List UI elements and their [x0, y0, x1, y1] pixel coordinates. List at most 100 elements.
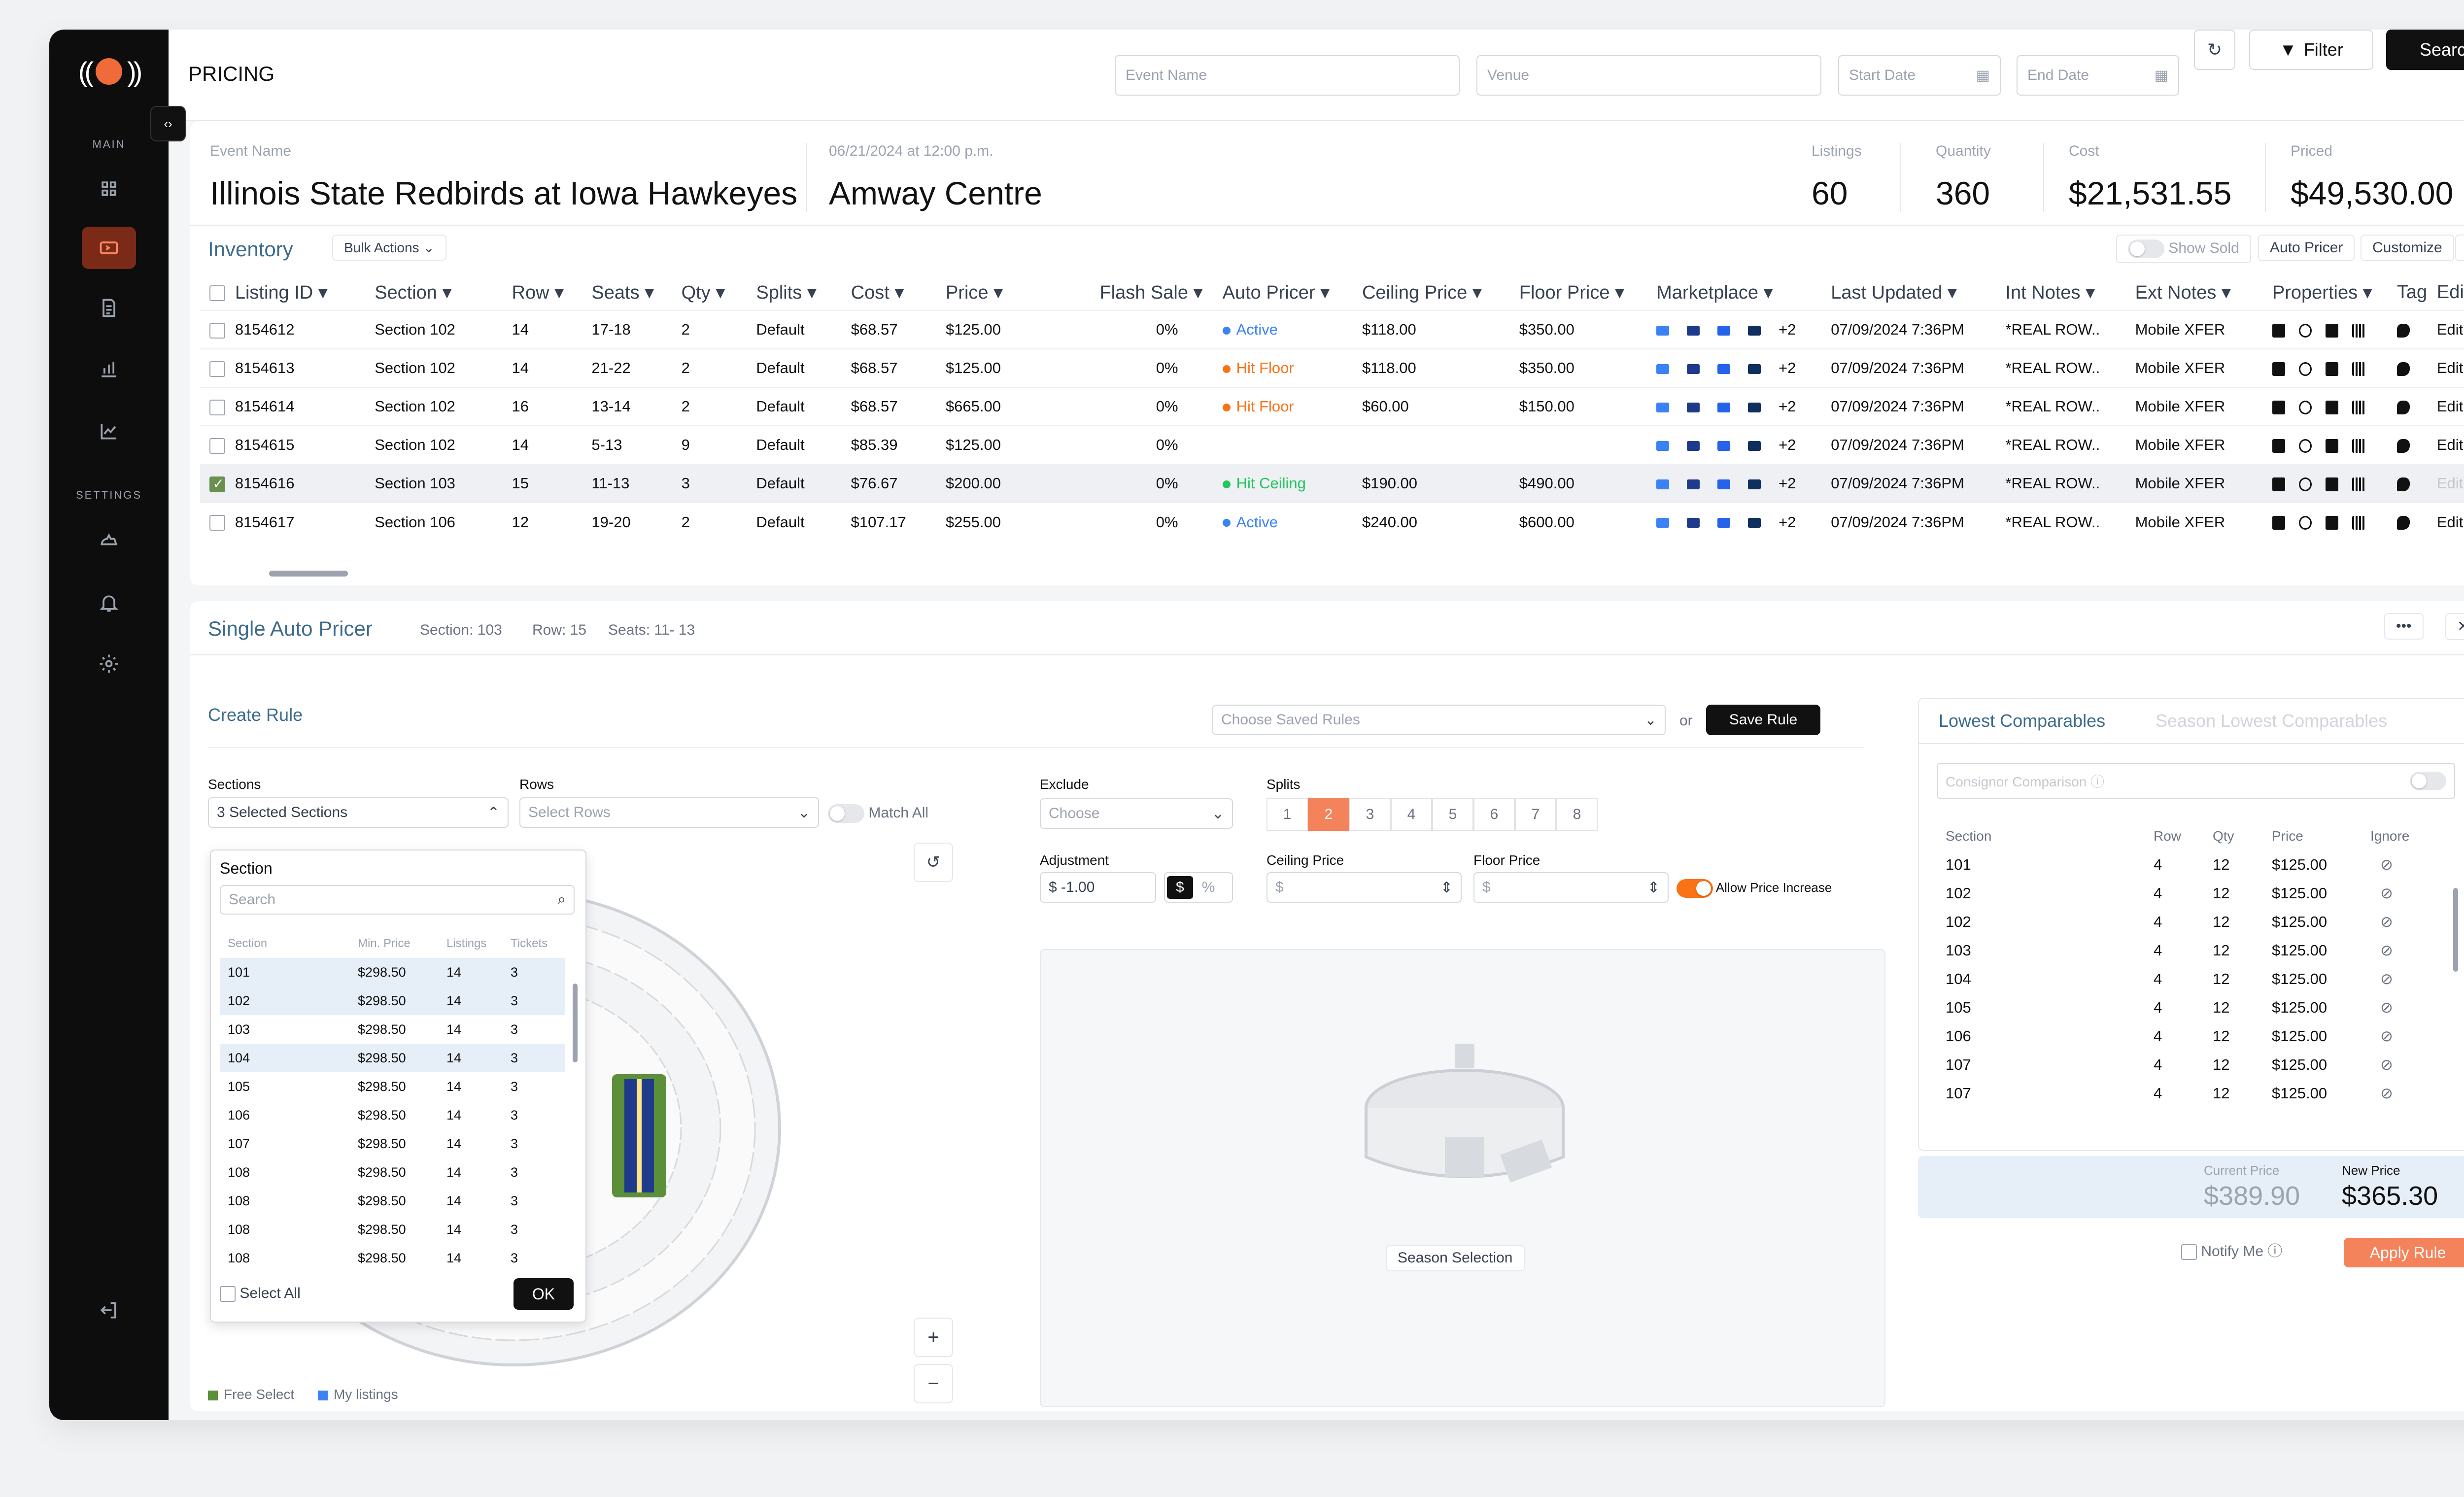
- list-item[interactable]: 108 $298.50 14 3: [220, 1244, 565, 1272]
- split-option-6[interactable]: 6: [1473, 798, 1515, 831]
- col-header[interactable]: Ext Notes ▾: [2135, 282, 2231, 303]
- select-all-option[interactable]: Select All: [220, 1285, 301, 1302]
- list-item[interactable]: 101 $298.50 14 3: [220, 958, 565, 987]
- bell-icon[interactable]: [82, 581, 136, 624]
- season-selection-button[interactable]: Season Selection: [1386, 1245, 1525, 1271]
- auto-pricer-button[interactable]: Auto Pricer: [2258, 235, 2355, 261]
- col-header[interactable]: Ceiling Price ▾: [1362, 282, 1482, 303]
- ignore-icon[interactable]: ⊘: [2380, 970, 2393, 987]
- col-header[interactable]: Marketplace ▾: [1656, 282, 1773, 303]
- section-search-input[interactable]: Search ⌕: [220, 885, 575, 915]
- tag-icon[interactable]: [2396, 439, 2410, 453]
- line-chart-icon[interactable]: [82, 410, 136, 452]
- col-header[interactable]: Section ▾: [375, 282, 452, 303]
- tag-icon[interactable]: [2396, 323, 2410, 338]
- saved-rules-select[interactable]: Choose Saved Rules ⌄: [1212, 705, 1666, 735]
- stepper-icon[interactable]: ⇕: [1647, 879, 1660, 896]
- col-header[interactable]: Row ▾: [512, 282, 564, 303]
- save-rule-button[interactable]: Save Rule: [1706, 705, 1820, 735]
- split-option-4[interactable]: 4: [1391, 798, 1432, 831]
- notify-me-checkbox[interactable]: Notify Me ⓘ: [2181, 1239, 2282, 1260]
- edit-link[interactable]: Edit: [2436, 387, 2464, 426]
- tag-icon[interactable]: [2396, 400, 2410, 414]
- col-header[interactable]: Qty ▾: [681, 282, 725, 303]
- end-date-input[interactable]: End Date ▦: [2017, 55, 2179, 96]
- start-date-input[interactable]: Start Date ▦: [1838, 55, 2001, 96]
- col-header[interactable]: Seats ▾: [591, 282, 654, 303]
- list-item[interactable]: 102 $298.50 14 3: [220, 987, 565, 1015]
- col-header[interactable]: Listing ID ▾: [235, 282, 328, 303]
- col-header[interactable]: Properties ▾: [2272, 282, 2372, 303]
- horizontal-scrollbar[interactable]: [269, 571, 348, 577]
- col-header[interactable]: Cost ▾: [851, 282, 904, 303]
- rows-select[interactable]: Select Rows ⌄: [519, 797, 819, 828]
- logout-icon[interactable]: [82, 1289, 136, 1331]
- stepper-icon[interactable]: ⇕: [1440, 879, 1453, 896]
- edit-link[interactable]: Edit: [2436, 425, 2464, 464]
- event-name-input[interactable]: Event Name: [1115, 55, 1460, 96]
- search-button[interactable]: Search: [2386, 30, 2464, 70]
- ignore-icon[interactable]: ⊘: [2380, 999, 2393, 1016]
- ignore-icon[interactable]: ⊘: [2380, 885, 2393, 902]
- col-header[interactable]: Splits ▾: [756, 282, 817, 303]
- table-row[interactable]: 8154615 Section 102 14 5-13 9 Default $85.39 $1…: [200, 425, 2464, 464]
- list-item[interactable]: 107 $298.50 14 3: [220, 1129, 565, 1158]
- bulk-actions-dropdown[interactable]: Bulk Actions ⌄: [332, 235, 446, 261]
- edit-link[interactable]: Edit: [2436, 502, 2464, 541]
- tag-icon[interactable]: [2396, 362, 2410, 376]
- col-header[interactable]: Price ▾: [945, 282, 1003, 303]
- edit-link[interactable]: Edit: [2436, 310, 2464, 349]
- list-item[interactable]: 108 $298.50 14 3: [220, 1187, 565, 1215]
- zoom-out-icon[interactable]: −: [914, 1364, 953, 1403]
- list-item[interactable]: 108 $298.50 14 3: [220, 1215, 565, 1244]
- sidebar-collapse-button[interactable]: ‹›: [150, 106, 186, 141]
- ignore-icon[interactable]: ⊘: [2380, 913, 2393, 930]
- apply-rule-button[interactable]: Apply Rule: [2344, 1238, 2464, 1267]
- col-header[interactable]: Last Updated ▾: [1831, 282, 1957, 303]
- zoom-in-icon[interactable]: +: [914, 1318, 953, 1357]
- bar-chart-icon[interactable]: [82, 348, 136, 390]
- list-item[interactable]: 104 $298.50 14 3: [220, 1044, 565, 1072]
- tag-icon[interactable]: [2396, 477, 2410, 491]
- document-icon[interactable]: [82, 287, 136, 329]
- ignore-icon[interactable]: ⊘: [2380, 856, 2393, 873]
- edit-link[interactable]: Edit: [2436, 464, 2464, 503]
- consignor-comparison-toggle[interactable]: Consignor Comparison ⓘ: [1937, 763, 2455, 799]
- filter-button[interactable]: ▼ Filter: [2249, 30, 2373, 70]
- table-row[interactable]: 105 4 12 $125.00 ⊘: [1937, 993, 2430, 1022]
- ignore-icon[interactable]: ⊘: [2380, 1027, 2393, 1045]
- dashboard-icon[interactable]: [82, 168, 136, 210]
- gear-icon[interactable]: [82, 643, 136, 685]
- ceiling-price-input[interactable]: $ ⇕: [1266, 872, 1462, 903]
- match-all-toggle[interactable]: Match All: [828, 804, 928, 823]
- customize-button[interactable]: Customize: [2361, 235, 2454, 261]
- exclude-select[interactable]: Choose ⌄: [1040, 798, 1233, 829]
- row-checkbox[interactable]: [209, 476, 226, 492]
- adjustment-input[interactable]: $ -1.00: [1040, 872, 1156, 903]
- floor-price-input[interactable]: $ ⇕: [1473, 872, 1669, 903]
- list-item[interactable]: 105 $298.50 14 3: [220, 1072, 565, 1101]
- list-item[interactable]: 106 $298.50 14 3: [220, 1101, 565, 1129]
- dollar-unit[interactable]: $: [1167, 876, 1193, 899]
- split-option-7[interactable]: 7: [1515, 798, 1556, 831]
- row-checkbox[interactable]: [209, 399, 226, 415]
- venue-input[interactable]: Venue: [1476, 55, 1821, 96]
- table-row[interactable]: 8154612 Section 102 14 17-18 2 Default $68.57 $…: [200, 310, 2464, 349]
- reset-map-icon[interactable]: ↺: [914, 843, 953, 882]
- table-row[interactable]: 107 4 12 $125.00 ⊘: [1937, 1079, 2430, 1108]
- ignore-icon[interactable]: ⊘: [2380, 942, 2393, 959]
- col-header[interactable]: Flash Sale ▾: [1099, 282, 1203, 303]
- split-option-1[interactable]: 1: [1266, 798, 1308, 831]
- hand-icon[interactable]: [82, 520, 136, 563]
- split-option-3[interactable]: 3: [1349, 798, 1391, 831]
- col-header[interactable]: Auto Pricer ▾: [1222, 282, 1330, 303]
- table-row[interactable]: 102 4 12 $125.00 ⊘: [1937, 908, 2430, 936]
- tab-lowest-comparables[interactable]: Lowest Comparables: [1939, 711, 2106, 731]
- row-checkbox[interactable]: [209, 438, 226, 454]
- table-row[interactable]: 102 4 12 $125.00 ⊘: [1937, 879, 2430, 908]
- list-item[interactable]: 103 $298.50 14 3: [220, 1015, 565, 1044]
- tab-season-lowest-comparables[interactable]: Season Lowest Comparables: [2156, 711, 2388, 731]
- col-header[interactable]: Tag: [2396, 282, 2428, 303]
- allow-price-increase-toggle[interactable]: Allow Price Increase: [1677, 879, 1832, 898]
